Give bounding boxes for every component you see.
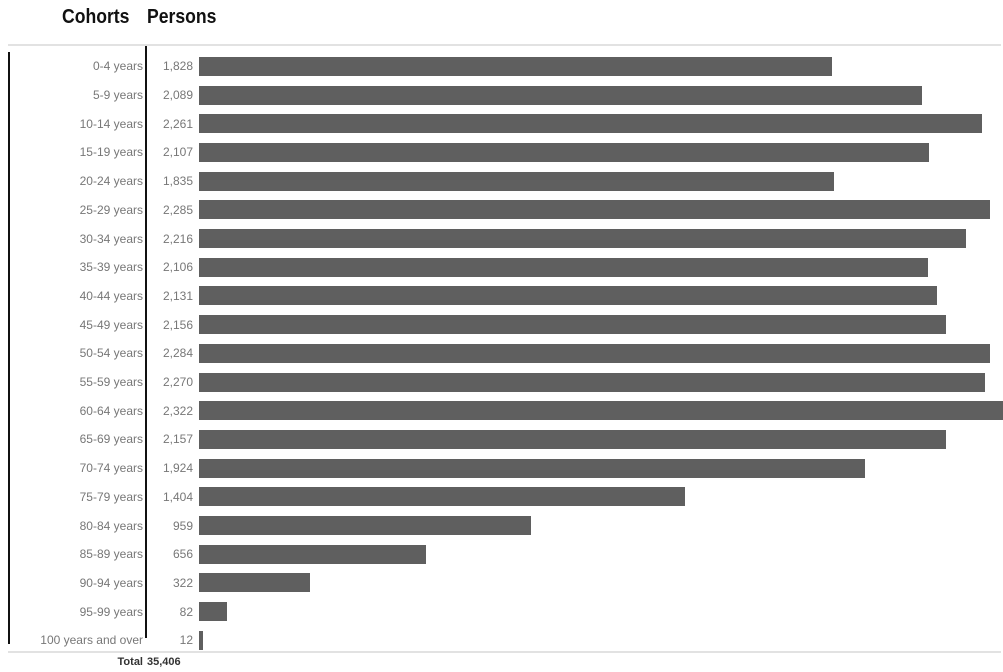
- category-label: 15-19 years: [80, 145, 143, 159]
- value-label: 2,322: [163, 404, 193, 418]
- bar: [199, 258, 928, 277]
- category-label: 5-9 years: [93, 88, 143, 102]
- bar: [199, 344, 990, 363]
- value-label: 12: [180, 633, 193, 647]
- bar: [199, 286, 937, 305]
- bar: [199, 172, 834, 191]
- bar: [199, 86, 922, 105]
- bar: [199, 430, 946, 449]
- category-label: 60-64 years: [80, 404, 143, 418]
- category-label: 70-74 years: [80, 461, 143, 475]
- value-label: 656: [173, 547, 193, 561]
- category-label: 50-54 years: [80, 346, 143, 360]
- bar: [199, 200, 990, 219]
- bottom-rule: [8, 651, 1001, 653]
- value-label: 2,157: [163, 432, 193, 446]
- value-label: 82: [180, 605, 193, 619]
- bar: [199, 602, 227, 621]
- bar: [199, 373, 985, 392]
- category-label: 90-94 years: [80, 576, 143, 590]
- category-label: 85-89 years: [80, 547, 143, 561]
- bar: [199, 143, 929, 162]
- value-label: 2,156: [163, 318, 193, 332]
- bar: [199, 573, 310, 592]
- persons-header: Persons: [147, 6, 216, 29]
- left-axis-line: [8, 52, 10, 644]
- category-label: 65-69 years: [80, 432, 143, 446]
- bar: [199, 545, 426, 564]
- category-label: 40-44 years: [80, 289, 143, 303]
- value-label: 1,924: [163, 461, 193, 475]
- cohorts-header: Cohorts: [62, 6, 129, 29]
- value-label: 2,107: [163, 145, 193, 159]
- top-rule: [8, 44, 1001, 46]
- bar: [199, 459, 865, 478]
- bar: [199, 516, 531, 535]
- value-label: 2,216: [163, 232, 193, 246]
- bar: [199, 114, 982, 133]
- category-label: 75-79 years: [80, 490, 143, 504]
- category-label: 45-49 years: [80, 318, 143, 332]
- value-label: 2,261: [163, 117, 193, 131]
- persons-divider-line: [145, 46, 147, 638]
- category-label: 25-29 years: [80, 203, 143, 217]
- bar: [199, 315, 946, 334]
- category-label: 35-39 years: [80, 260, 143, 274]
- value-label: 2,285: [163, 203, 193, 217]
- category-label: 10-14 years: [80, 117, 143, 131]
- value-label: 1,828: [163, 59, 193, 73]
- bar: [199, 401, 1003, 420]
- value-label: 2,131: [163, 289, 193, 303]
- value-label: 1,835: [163, 174, 193, 188]
- bar: [199, 229, 966, 248]
- category-label: 55-59 years: [80, 375, 143, 389]
- category-label: 95-99 years: [80, 605, 143, 619]
- value-label: 2,284: [163, 346, 193, 360]
- category-label: 0-4 years: [93, 59, 143, 73]
- value-label: 1,404: [163, 490, 193, 504]
- value-label: 2,270: [163, 375, 193, 389]
- category-label: 30-34 years: [80, 232, 143, 246]
- bar: [199, 631, 203, 650]
- bar: [199, 57, 832, 76]
- category-label: 80-84 years: [80, 519, 143, 533]
- value-label: 959: [173, 519, 193, 533]
- bar: [199, 487, 685, 506]
- total-value: 35,406: [147, 656, 181, 668]
- category-label: 20-24 years: [80, 174, 143, 188]
- value-label: 322: [173, 576, 193, 590]
- value-label: 2,089: [163, 88, 193, 102]
- category-label: 100 years and over: [40, 633, 143, 647]
- total-label: Total: [118, 656, 143, 668]
- value-label: 2,106: [163, 260, 193, 274]
